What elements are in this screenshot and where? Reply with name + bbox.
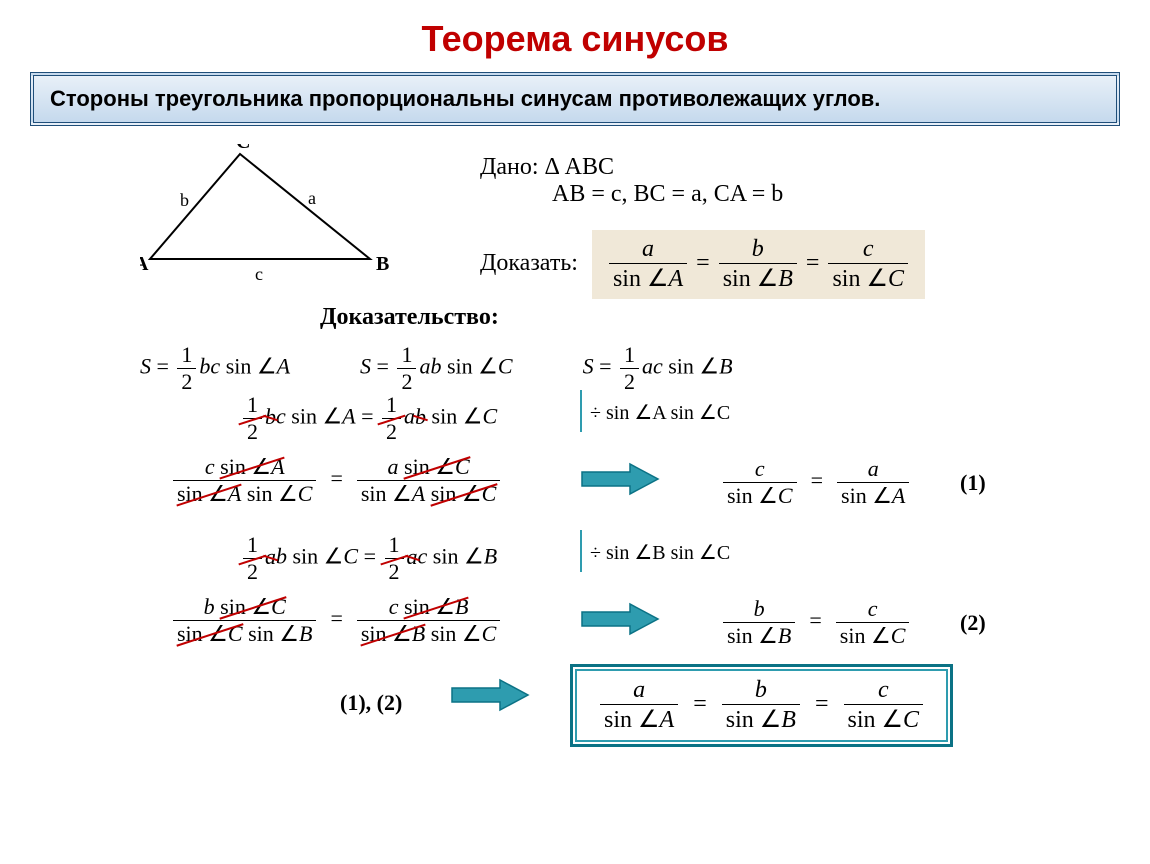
prove-formula-box: asin ∠A = bsin ∠B = csin ∠C xyxy=(592,230,925,299)
derivation-step-2a: 12ab sin ∠C = 12ac sin ∠B xyxy=(240,532,497,585)
prove-label: Доказать xyxy=(480,250,571,276)
final-result-box: asin ∠A = bsin ∠B = csin ∠C xyxy=(570,664,953,747)
arrow-icon xyxy=(580,462,660,496)
theorem-statement: Стороны треугольника пропорциональны син… xyxy=(30,72,1120,126)
vertex-B: B xyxy=(376,253,389,275)
side-c: c xyxy=(255,264,263,284)
result-1-label: (1) xyxy=(960,470,986,496)
given-sides: AB = c, BC = a, CA = b xyxy=(552,181,925,208)
area-formula-C: S = 12ab sin ∠C xyxy=(360,342,513,395)
divide-note-1: ÷ sin ∠A sin ∠C xyxy=(590,400,730,425)
area-formula-B: S = 12ac sin ∠B xyxy=(583,342,733,395)
page-title: Теорема синусов xyxy=(0,0,1150,60)
arrow-icon xyxy=(450,678,530,712)
result-2: bsin ∠B = csin ∠C xyxy=(720,596,912,649)
divider-bar-1 xyxy=(580,390,582,432)
area-formula-A: S = 12bc sin ∠A xyxy=(140,342,290,395)
result-2-label: (2) xyxy=(960,610,986,636)
divider-bar-2 xyxy=(580,530,582,572)
vertex-C: C xyxy=(236,144,250,153)
side-b: b xyxy=(180,190,189,210)
divide-note-2: ÷ sin ∠B sin ∠C xyxy=(590,540,730,565)
side-a: a xyxy=(308,188,316,208)
proof-label: Доказательство: xyxy=(320,304,499,331)
given-triangle: Δ ABC xyxy=(545,154,614,180)
derivation-step-1b: c sin ∠A sin ∠A sin ∠C = a sin ∠C sin ∠A… xyxy=(170,454,503,507)
triangle-figure: A B C a b c xyxy=(140,144,400,299)
derivation-step-1a: 12bc sin ∠A = 12ab sin ∠C xyxy=(240,392,497,445)
result-1: csin ∠C = asin ∠A xyxy=(720,456,912,509)
arrow-icon xyxy=(580,602,660,636)
given-label: Дано xyxy=(480,154,532,180)
vertex-A: A xyxy=(140,253,149,275)
area-formulas: S = 12bc sin ∠A S = 12ab sin ∠C S = 12ac… xyxy=(140,342,733,395)
given-block: Дано: Δ ABC AB = c, BC = a, CA = b Доказ… xyxy=(480,154,925,299)
final-refs: (1), (2) xyxy=(340,690,402,716)
derivation-step-2b: b sin ∠C sin ∠C sin ∠B = c sin ∠B sin ∠B… xyxy=(170,594,503,647)
